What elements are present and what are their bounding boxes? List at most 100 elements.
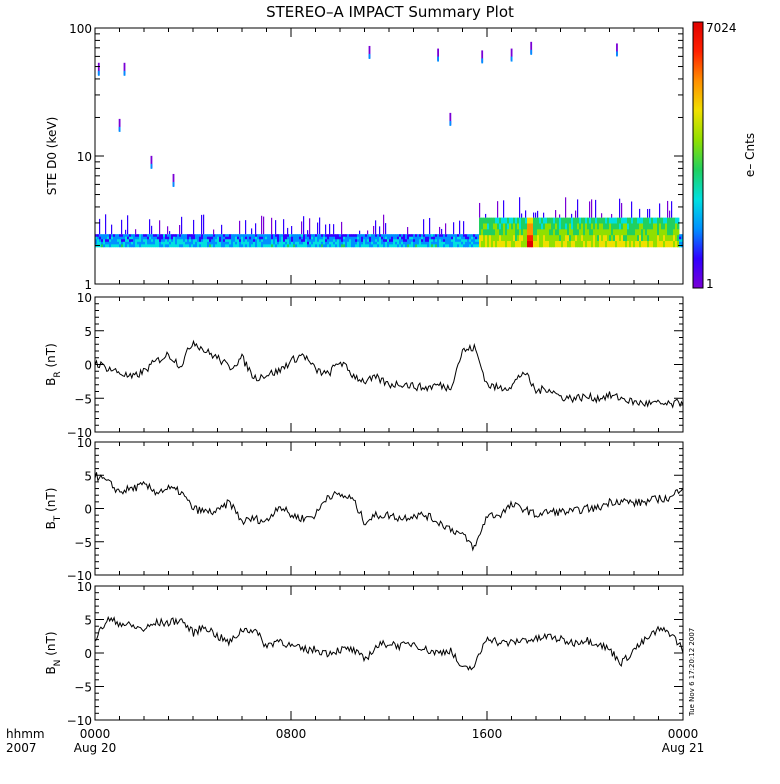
spectrogram-cell bbox=[639, 241, 642, 248]
spectrogram-cell bbox=[521, 223, 524, 230]
spectrogram-cell bbox=[135, 236, 138, 240]
spectrogram-cell bbox=[207, 239, 210, 243]
spectrogram-spike bbox=[151, 225, 153, 235]
spectrogram-spike bbox=[99, 218, 101, 235]
spectrogram-cell bbox=[235, 244, 238, 248]
spectrogram-cell bbox=[363, 236, 366, 240]
spectrogram-cell bbox=[211, 234, 214, 238]
spectrogram-cell bbox=[379, 236, 382, 240]
spectrogram-cell bbox=[609, 229, 612, 236]
spectrogram-cell bbox=[265, 236, 268, 240]
spectrogram-cell bbox=[361, 234, 364, 238]
spectrogram-cell bbox=[479, 235, 482, 242]
spectrogram-cell bbox=[119, 234, 122, 238]
spectrogram-cell bbox=[147, 241, 150, 245]
spectrogram-cell bbox=[205, 241, 208, 245]
spectrogram-cell bbox=[379, 244, 382, 248]
spectrogram-cell bbox=[177, 234, 180, 238]
spectrogram-cell bbox=[231, 241, 234, 245]
spectrogram-cell bbox=[545, 241, 548, 248]
spectrogram-cell bbox=[279, 244, 282, 248]
spectrogram-cell bbox=[373, 236, 376, 240]
spectrogram-cell bbox=[669, 241, 672, 248]
spectrogram-cell bbox=[359, 244, 362, 248]
spectrogram-cell bbox=[563, 235, 566, 242]
spectrogram-cell bbox=[537, 241, 540, 248]
spectrogram-cell bbox=[561, 229, 564, 236]
spectrogram-spike bbox=[519, 197, 521, 218]
spectrogram-sporadic-point-tip bbox=[97, 70, 100, 76]
spectrogram-cell bbox=[525, 223, 528, 230]
spectrogram-cell bbox=[213, 239, 216, 243]
spectrogram-cell bbox=[133, 239, 136, 243]
spectrogram-cell bbox=[569, 229, 572, 236]
spectrogram-cell bbox=[321, 241, 324, 245]
spectrogram-cell bbox=[563, 217, 566, 224]
spectrogram-cell bbox=[563, 241, 566, 248]
spectrogram-cell bbox=[271, 241, 274, 245]
spectrogram-cell bbox=[285, 244, 288, 248]
spectrogram-cell bbox=[607, 217, 610, 224]
spectrogram-cell bbox=[235, 236, 238, 240]
spectrogram-cell bbox=[199, 244, 202, 248]
spectrogram-cell bbox=[421, 234, 424, 238]
panel-y-tick-label: 10 bbox=[77, 580, 92, 594]
spectrogram-cell bbox=[631, 217, 634, 224]
spectrogram-cell bbox=[515, 235, 518, 242]
spectrogram-cell bbox=[445, 239, 448, 243]
spectrogram-cell bbox=[311, 236, 314, 240]
spectrogram-cell bbox=[453, 234, 456, 238]
spectrogram-cell bbox=[321, 236, 324, 240]
spectrogram-cell bbox=[153, 236, 156, 240]
spectrogram-spike bbox=[135, 229, 137, 235]
spectrogram-cell bbox=[163, 241, 166, 245]
spectrogram-cell bbox=[169, 236, 172, 240]
spectrogram-cell bbox=[157, 244, 160, 248]
spectrogram-cell bbox=[475, 234, 478, 238]
spectrogram-sporadic-point bbox=[437, 48, 439, 61]
spectrogram-cell bbox=[543, 217, 546, 224]
spectrogram-cell bbox=[471, 241, 474, 245]
spectrogram-cell bbox=[655, 235, 658, 242]
spectrogram-spike bbox=[429, 217, 431, 235]
spectrogram-cell bbox=[237, 239, 240, 243]
spectrogram-cell bbox=[95, 234, 98, 238]
spectrogram-cell bbox=[519, 241, 522, 248]
spectrogram-cell bbox=[391, 239, 394, 243]
spectrogram-cell bbox=[333, 244, 336, 248]
spectrogram-spike bbox=[647, 209, 649, 218]
spectrogram-cell bbox=[319, 244, 322, 248]
spectrogram-cell bbox=[255, 241, 258, 245]
spectrogram-cell bbox=[229, 244, 232, 248]
spectrogram-cell bbox=[413, 244, 416, 248]
spectrogram-cell bbox=[357, 241, 360, 245]
spectrogram-cell bbox=[189, 239, 192, 243]
spectrogram-cell bbox=[101, 239, 104, 243]
spectrogram-cell bbox=[455, 234, 458, 238]
spectrogram-cell bbox=[315, 241, 318, 245]
spectrogram-cell bbox=[515, 217, 518, 224]
spectrogram-cell bbox=[615, 229, 618, 236]
spectrogram-cell bbox=[289, 244, 292, 248]
spectrogram-cell bbox=[619, 217, 622, 224]
spectrogram-cell bbox=[645, 217, 648, 224]
spectrogram-cell bbox=[443, 234, 446, 238]
panel-y-tick-label: 5 bbox=[84, 614, 92, 628]
spectrogram-cell bbox=[99, 234, 102, 238]
spectrogram-cell bbox=[421, 241, 424, 245]
spectrogram-cell bbox=[391, 241, 394, 245]
spectrogram-cell bbox=[331, 236, 334, 240]
spectrogram-cell bbox=[621, 223, 624, 230]
spectrogram-cell bbox=[263, 236, 266, 240]
spectrogram-cell bbox=[117, 239, 120, 243]
spectrogram-cell bbox=[201, 239, 204, 243]
spectrogram-cell bbox=[551, 229, 554, 236]
spectrogram-cell bbox=[453, 239, 456, 243]
spectrogram-cell bbox=[571, 229, 574, 236]
spectrogram-cell bbox=[421, 236, 424, 240]
spectrogram-cell bbox=[665, 235, 668, 242]
spectrogram-cell bbox=[557, 229, 560, 236]
spectrogram-cell bbox=[535, 223, 538, 230]
spectrogram-cell bbox=[567, 229, 570, 236]
